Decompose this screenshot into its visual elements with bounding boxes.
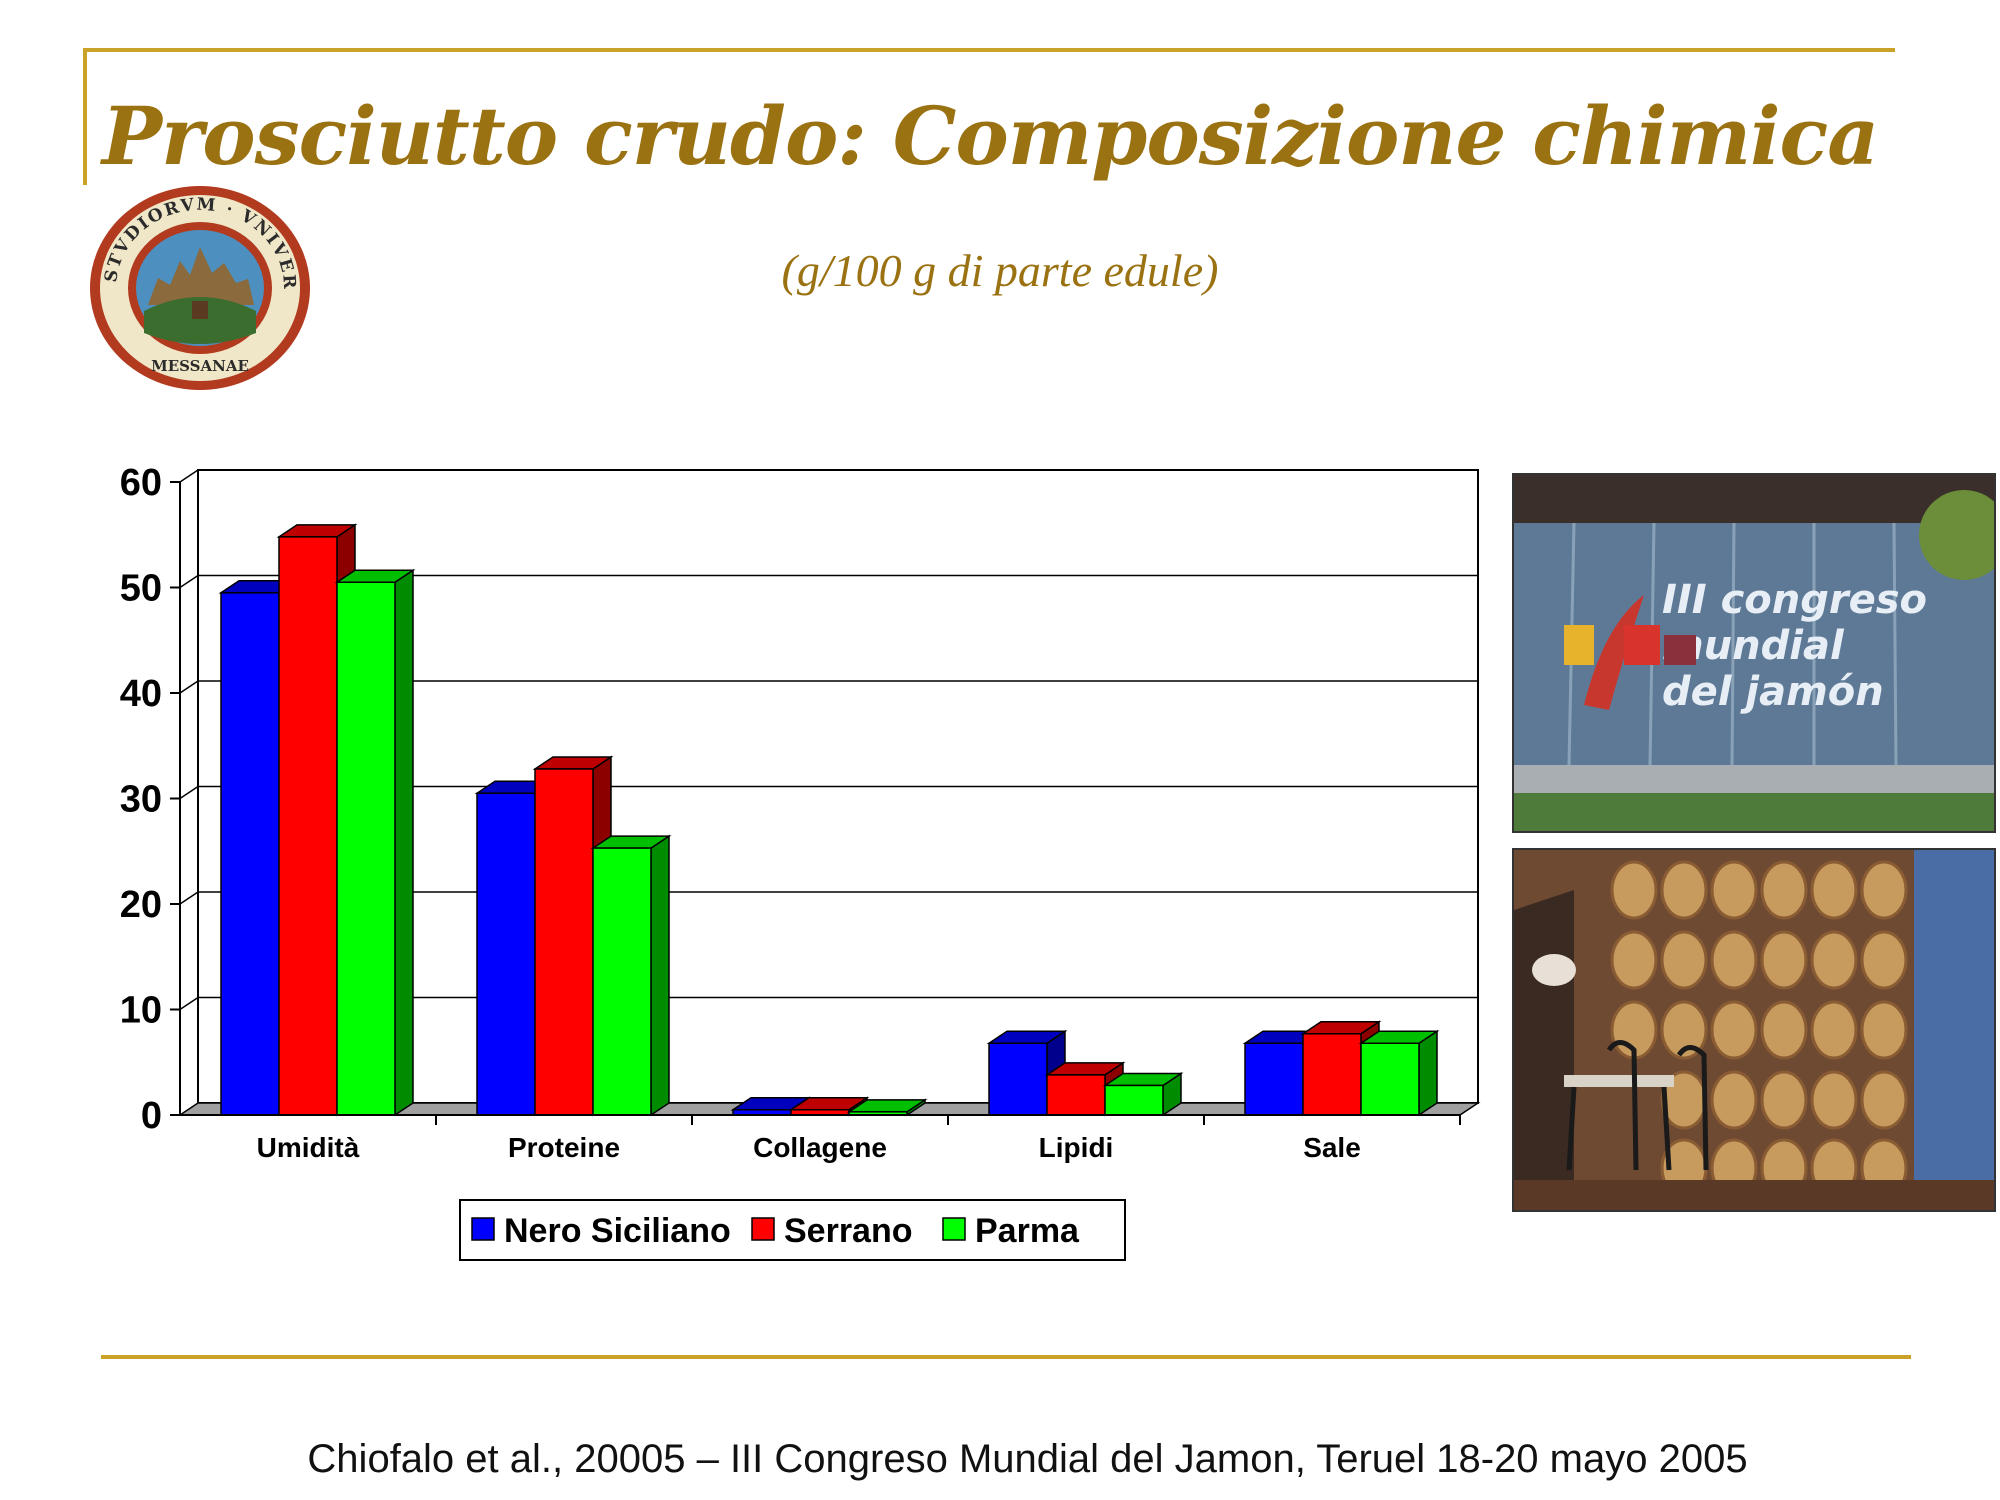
ham-display-photo xyxy=(1512,848,1996,1212)
top-rule xyxy=(83,48,1895,52)
legend xyxy=(459,1199,1126,1261)
x-tick-label: Lipidi xyxy=(1039,1132,1114,1163)
gridline-side xyxy=(179,891,199,905)
legend-swatch xyxy=(942,1217,966,1241)
y-tick-label: 60 xyxy=(120,465,162,504)
banner-line-3: del jamón xyxy=(1662,669,1884,715)
bar-parma-collagene xyxy=(846,1098,928,1117)
x-tick-label: Proteine xyxy=(508,1132,620,1163)
gridline-side xyxy=(179,996,199,1011)
y-tick-label: 50 xyxy=(120,568,162,610)
bar-parma-lipidi xyxy=(1102,1072,1184,1117)
chart: 0 10 20 30 40 50 60 Umidità Proteine Collagene Li… xyxy=(120,465,1481,1261)
slide-subtitle: (g/100 g di parte edule) xyxy=(781,245,1219,296)
x-tick-label: Sale xyxy=(1303,1132,1361,1163)
gridline-side xyxy=(179,785,199,800)
university-seal-icon: STVDIORVM · VNIVERSITAS MESSANAE xyxy=(79,168,313,393)
congress-building-photo: III congreso mundial del jamón xyxy=(1512,473,1996,833)
y-tick-label: 0 xyxy=(141,1095,162,1137)
legend-swatch xyxy=(471,1217,495,1241)
legend-swatch xyxy=(751,1217,775,1241)
x-tick-label: Collagene xyxy=(753,1132,887,1163)
legend-label: Serrano xyxy=(784,1212,913,1250)
left-rule xyxy=(83,48,87,185)
gridline-side xyxy=(179,574,199,589)
y-tick-label: 10 xyxy=(120,990,162,1032)
slide-title: Prosciutto crudo: Composizione chimica xyxy=(101,89,1879,183)
gridline-side xyxy=(179,680,199,694)
y-tick-label: 30 xyxy=(120,779,162,821)
banner-line-1: III congreso xyxy=(1662,577,1927,623)
bottom-rule xyxy=(101,1355,1911,1359)
x-tick-label: Umidità xyxy=(257,1132,360,1163)
gridline-side xyxy=(179,469,199,483)
bar-parma-umidità xyxy=(334,568,416,1117)
svg-text:MESSANAE: MESSANAE xyxy=(151,357,249,375)
citation: Chiofalo et al., 20005 – III Congreso Mu… xyxy=(307,1437,1748,1481)
y-tick-label: 40 xyxy=(120,673,162,715)
y-tick-label: 20 xyxy=(120,884,162,926)
bar-parma-proteine xyxy=(590,834,672,1117)
legend-label: Nero Siciliano xyxy=(504,1212,731,1250)
legend-label: Parma xyxy=(975,1212,1080,1250)
bar-parma-sale xyxy=(1358,1029,1440,1117)
